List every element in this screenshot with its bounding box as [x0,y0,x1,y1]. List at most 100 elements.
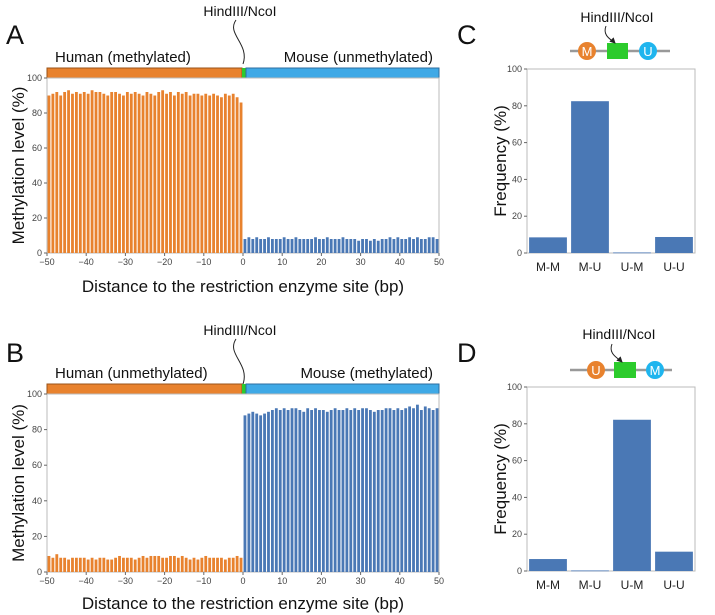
bar-series2-x20 [318,239,321,253]
bar-series2-x26 [341,410,345,572]
bar-series2-x23 [329,239,333,253]
category-label-u-u: U-U [663,578,684,592]
bar-series1-x-10 [204,93,208,253]
site-label-a: HindIII/NcoI [203,3,276,19]
bar-series2-x9 [274,239,278,253]
y-axis-label: Frequency (%) [491,105,510,216]
circle-left-c [578,42,596,60]
bar-series1-x-37 [98,92,102,253]
plot-frame [526,68,696,254]
bar-series2-x33 [368,410,372,572]
bar-series1-x-41 [82,557,86,572]
bar-series2-x34 [372,239,376,253]
bar-series2-x41 [400,410,404,572]
category-label-m-m: M-M [536,578,560,592]
bar-series2-x2 [247,237,251,253]
bar-series1-x-7 [216,95,219,253]
bar-series1-x-4 [227,95,231,253]
bar-series1-x-22 [157,92,161,253]
plot-b: −50 −40 −30 −20 −10 0 10 20 30 40 50 0 20 40 60 80 100 Di… [9,389,444,613]
site-arrow-c [604,25,616,44]
bar-series2-x38 [388,408,392,572]
bar-series2-x39 [392,410,396,572]
bar-series2-x30 [357,240,361,253]
circle-right-label-d: M [650,363,661,378]
bar-series1-x-11 [200,95,204,253]
bar-series1-x-28 [133,92,137,253]
bar-series1-x-30 [125,557,129,572]
right-strip-label-a: Mouse (unmethylated) [284,49,433,66]
bar-series1-x-13 [192,557,196,572]
bar-series2-x42 [404,408,408,572]
y-tick-label: 100 [27,389,42,399]
bar-series1-x-16 [180,93,184,253]
y-tick-label: 20 [512,529,522,539]
bar-series2-x42 [404,239,408,253]
bar-series1-x-1 [239,557,243,572]
x-tick-label: 50 [434,576,444,586]
x-tick-label: −10 [196,576,211,586]
bar-series1-x-48 [55,554,59,572]
y-tick-label: 80 [32,108,42,118]
bar-series1-x-9 [208,95,212,253]
bar-series1-x-14 [188,95,192,253]
bar-series1-x-43 [74,92,78,253]
bar-series2-x5 [259,415,263,572]
bar-m-u [571,101,609,253]
panel-letter-a: A [6,20,24,50]
bar-series2-x44 [412,239,415,253]
bar-series2-x1 [243,415,247,572]
bar-series2-x28 [349,239,353,253]
panel-c: C HindIII/NcoI M U M-M M-U U-M U-U 0 20 40 60 80… [457,9,696,274]
bar-series1-x-46 [63,92,67,253]
bar-series1-x-24 [149,555,153,572]
bar-series2-x18 [310,239,314,253]
bar-series1-x-21 [161,557,165,572]
y-tick-label: 40 [512,174,522,184]
bar-series1-x-37 [98,557,102,572]
x-tick-label: 20 [316,257,326,267]
bar-series2-x17 [306,239,310,253]
x-tick-label: −20 [157,257,172,267]
bar-series1-x-36 [102,93,106,253]
bar-series2-x24 [333,408,337,572]
bar-series1-x-27 [137,557,141,572]
bar-series1-x-26 [141,95,145,253]
bar-series2-x13 [290,408,294,572]
bar-series2-x30 [357,410,361,572]
circle-right-d [646,361,664,379]
x-tick-label: −50 [39,257,54,267]
bar-series1-x-1 [239,102,243,253]
bar-series2-x5 [259,239,263,253]
bar-series1-x-47 [59,557,63,572]
y-tick-label: 100 [27,73,42,83]
bar-series1-x-20 [165,557,168,572]
bar-series2-x3 [251,239,255,253]
site-arrow-d [610,343,623,363]
bar-m-m [529,559,567,571]
bar-series2-x21 [321,239,325,253]
bar-series1-x-32 [118,93,121,253]
bar-series2-x4 [255,413,259,572]
bar-series2-x1 [243,239,247,253]
bar-series1-x-22 [157,555,161,572]
bar-series2-x22 [325,411,329,572]
bar-series2-x19 [314,408,317,572]
y-tick-label: 0 [37,567,42,577]
bar-series1-x-3 [231,557,235,572]
category-label-m-m: M-M [536,260,560,274]
y-tick-label: 40 [32,178,42,188]
bar-series1-x-49 [51,557,55,572]
bar-series1-x-50 [47,555,51,572]
bar-series1-x-27 [137,93,141,253]
y-tick-label: 60 [512,456,522,466]
bar-series1-x-35 [106,559,110,572]
site-box-c [607,43,628,59]
bar-series1-x-6 [220,557,223,572]
y-tick-label: 80 [512,419,522,429]
bar-series2-x37 [384,239,388,253]
bar-series2-x37 [384,408,388,572]
bar-series2-x31 [361,239,364,253]
site-box-d [614,362,636,378]
bar-series1-x-16 [180,555,184,572]
